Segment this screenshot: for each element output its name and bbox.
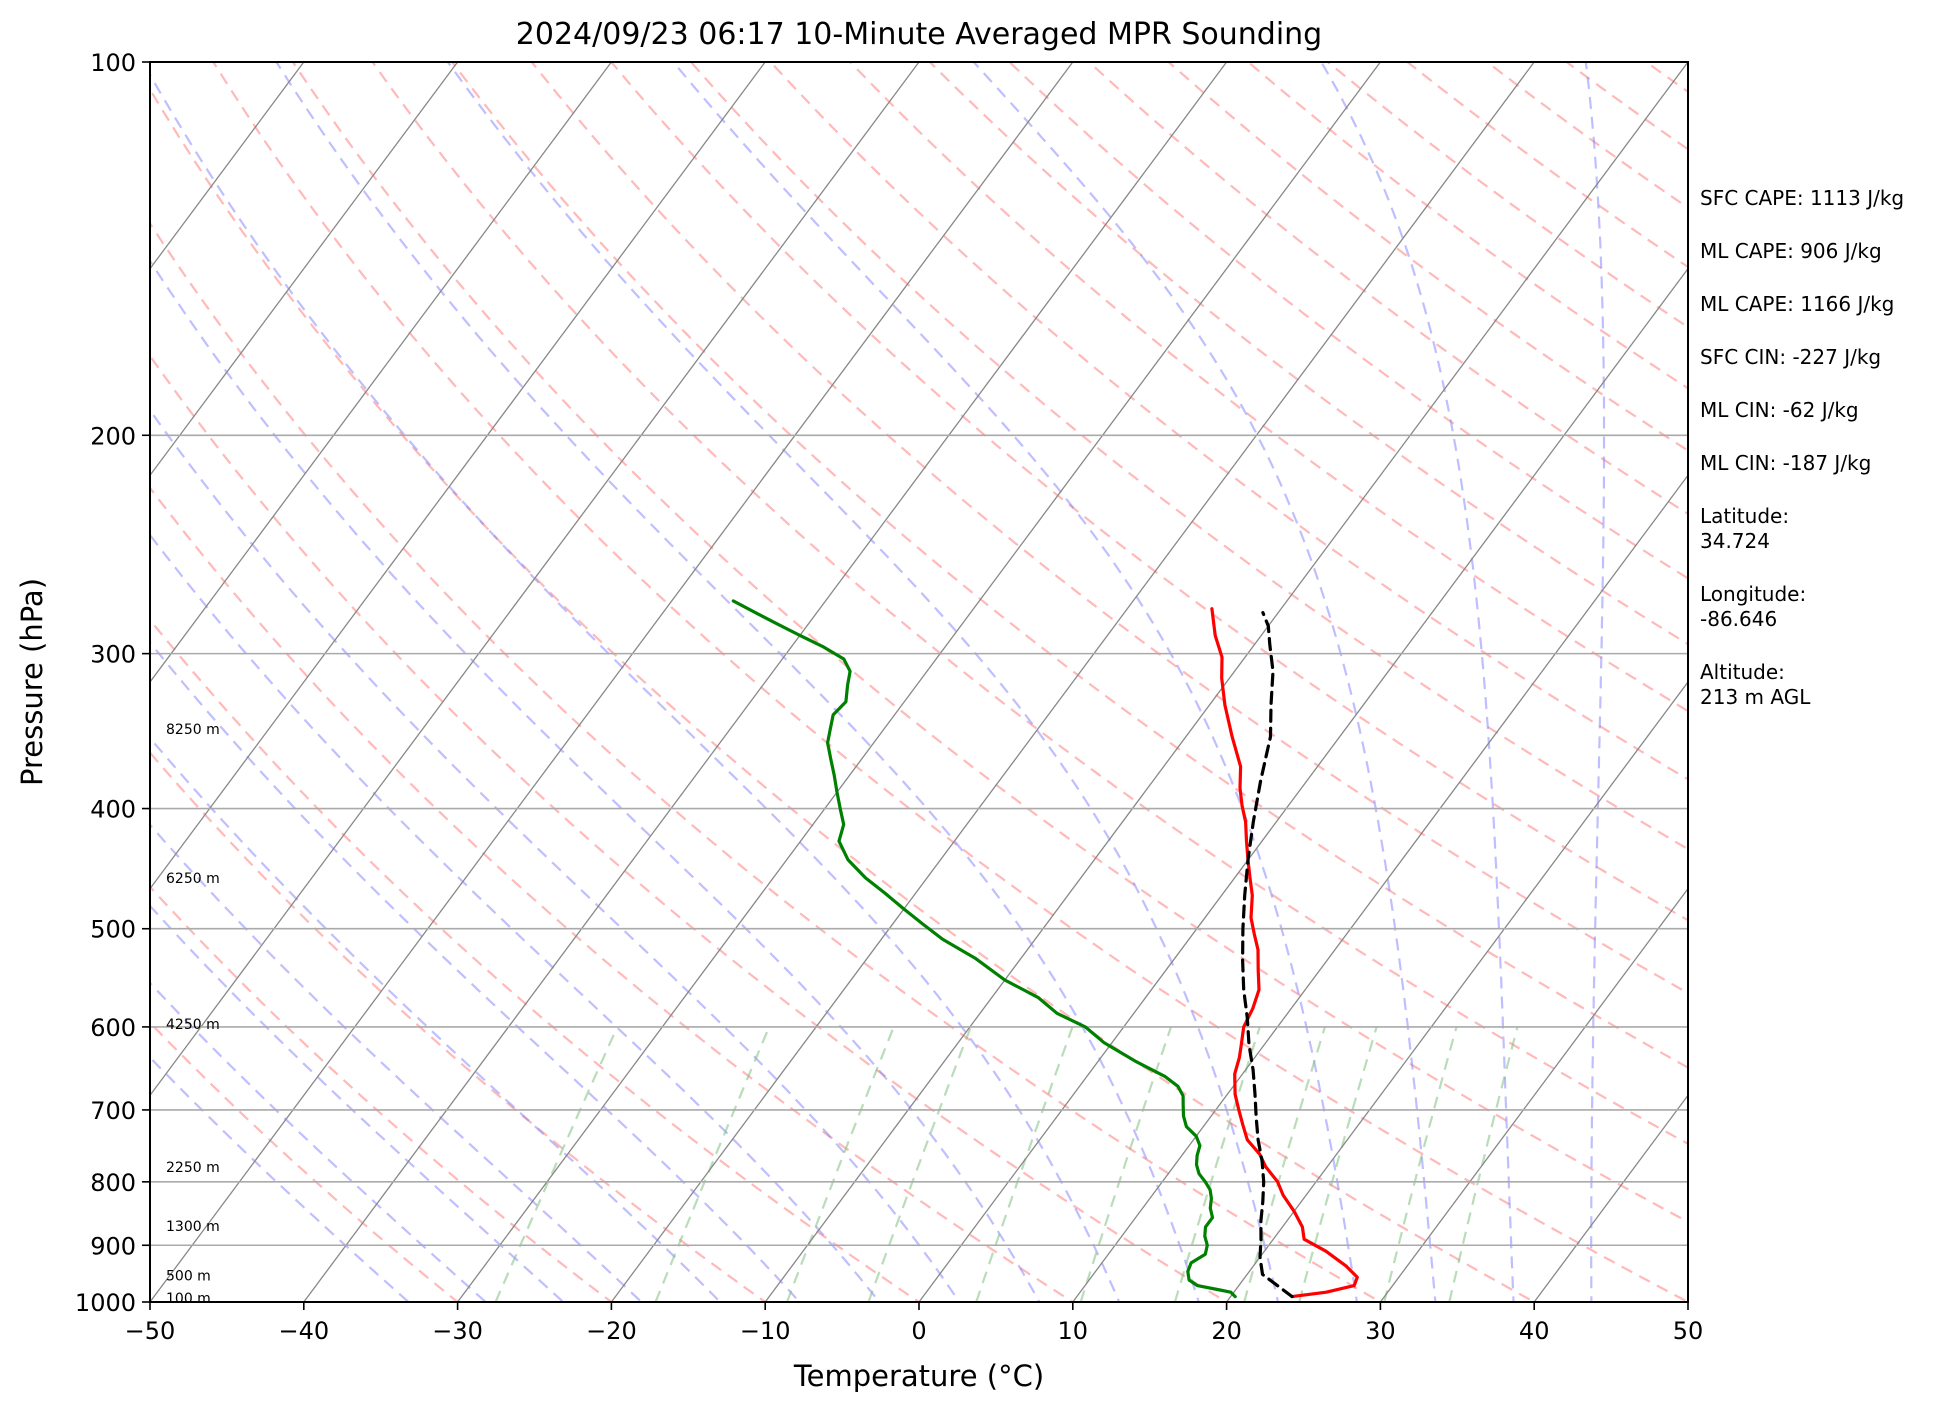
mixing-ratio-line	[494, 1026, 619, 1302]
y-tick-label: 1000	[75, 1289, 136, 1317]
x-tick-label: −30	[432, 1317, 483, 1345]
mixing-ratio-line	[785, 1026, 895, 1302]
isotherm-line	[918, 267, 1688, 1302]
dry-adiabat-line	[689, 62, 1688, 851]
moist-adiabat-line	[1584, 62, 1606, 1302]
axis-ticks: −50 −40 −30 −20 −10 0 10 20 30 40 50 100 200 300 400 50…	[75, 49, 1703, 1345]
mixing-ratio-line	[654, 1026, 771, 1302]
moist-adiabat-line	[150, 258, 1041, 1302]
sounding-info-panel: SFC CAPE: 1113 J/kg ML CAPE: 906 J/kg ML…	[1700, 186, 1930, 738]
x-tick-label: 30	[1365, 1317, 1396, 1345]
height-label: 2250 m	[166, 1160, 220, 1176]
moist-adiabat-line	[446, 62, 1280, 1302]
info-longitude: Longitude: -86.646	[1700, 582, 1807, 631]
moist-adiabat-line	[150, 904, 565, 1302]
isotherm-line	[1379, 887, 1688, 1302]
height-label: 8250 m	[166, 722, 220, 738]
moist-adiabat-line	[150, 72, 1121, 1302]
isotherm-line	[610, 62, 1535, 1302]
moist-adiabat-line	[671, 62, 1359, 1302]
x-tick-label: 50	[1673, 1317, 1704, 1345]
y-tick-label: 700	[90, 1097, 136, 1125]
info-sfc-cape: SFC CAPE: 1113 J/kg	[1700, 186, 1905, 210]
info-ml-cin-2: ML CIN: -187 J/kg	[1700, 451, 1872, 475]
isotherm-line	[150, 62, 766, 890]
isotherm-line	[150, 62, 1074, 1302]
moist-adiabat-line	[150, 533, 881, 1302]
dry-adiabat-line	[1007, 62, 1688, 580]
y-tick-label: 500	[90, 916, 136, 944]
chart-title: 2024/09/23 06:17 10-Minute Averaged MPR …	[516, 17, 1322, 52]
isotherm-line	[150, 62, 920, 1097]
moist-adiabat-line	[150, 640, 801, 1302]
x-tick-label: 10	[1058, 1317, 1089, 1345]
x-tick-label: −50	[125, 1317, 176, 1345]
dry-adiabat-line	[371, 62, 1688, 1146]
background-lines	[150, 62, 1688, 1302]
mixing-ratio-line	[1243, 1026, 1326, 1302]
dry-adiabat-line	[150, 751, 768, 1302]
moist-adiabat-line	[275, 62, 1200, 1302]
y-tick-label: 200	[90, 422, 136, 450]
height-label: 500 m	[166, 1269, 211, 1285]
dewpoint-profile	[731, 599, 1237, 1299]
dry-adiabat-line	[150, 486, 1075, 1302]
info-sfc-cin: SFC CIN: -227 J/kg	[1700, 345, 1882, 369]
info-ml-cape: ML CAPE: 906 J/kg	[1700, 239, 1882, 263]
moist-adiabat-line	[150, 981, 488, 1302]
dry-adiabat-line	[150, 618, 921, 1302]
mixing-ratio-line	[1383, 1026, 1458, 1302]
y-tick-label: 800	[90, 1169, 136, 1197]
x-tick-label: −40	[278, 1317, 329, 1345]
series-layer	[731, 599, 1359, 1299]
isotherm-line	[1072, 474, 1688, 1302]
y-tick-label: 400	[90, 796, 136, 824]
mixing-ratio-line	[867, 1026, 972, 1302]
x-tick-label: 40	[1519, 1317, 1550, 1345]
moist-adiabat-line	[972, 62, 1437, 1302]
y-axis-label: Pressure (hPa)	[15, 578, 49, 786]
dry-adiabat-line	[212, 62, 1688, 1302]
isotherm-line	[764, 62, 1688, 1302]
dry-adiabat-line	[530, 62, 1688, 995]
info-ml-cin: ML CIN: -62 J/kg	[1700, 398, 1859, 422]
dry-adiabat-line	[769, 62, 1688, 781]
info-ml-cape-2: ML CAPE: 1166 J/kg	[1700, 292, 1895, 316]
info-altitude: Altitude: 213 m AGL	[1700, 660, 1811, 709]
x-tick-label: 20	[1211, 1317, 1242, 1345]
y-tick-label: 600	[90, 1014, 136, 1042]
info-latitude: Latitude: 34.724	[1700, 504, 1790, 553]
parcel-profile	[1241, 611, 1294, 1299]
x-axis-label: Temperature (°C)	[793, 1359, 1044, 1393]
height-label: 100 m	[166, 1291, 211, 1307]
mixing-ratio-line	[975, 1026, 1074, 1302]
height-label: 6250 m	[166, 871, 220, 887]
dry-adiabat-line	[150, 885, 614, 1302]
height-label: 1300 m	[166, 1219, 220, 1235]
dry-adiabat-line	[450, 62, 1688, 1069]
y-tick-label: 100	[90, 49, 136, 77]
x-tick-label: 0	[911, 1317, 926, 1345]
moist-adiabat-line	[1320, 62, 1515, 1302]
height-label: 4250 m	[166, 1017, 220, 1033]
isotherm-line	[457, 62, 1381, 1302]
moist-adiabat-line	[150, 408, 961, 1302]
y-tick-label: 900	[90, 1232, 136, 1260]
mixing-ratio-line	[1079, 1026, 1173, 1302]
isotherm-line	[150, 62, 459, 477]
temperature-profile	[1210, 607, 1359, 1299]
x-tick-label: −20	[586, 1317, 637, 1345]
y-tick-label: 300	[90, 641, 136, 669]
dry-adiabat-line	[150, 354, 1229, 1302]
height-labels: 8250 m 6250 m 4250 m 2250 m 1300 m 500 m 100 m	[166, 722, 220, 1307]
x-tick-label: −10	[740, 1317, 791, 1345]
dry-adiabat-line	[291, 62, 1688, 1224]
isotherm-line	[303, 62, 1228, 1302]
dry-adiabat-line	[150, 221, 1383, 1302]
